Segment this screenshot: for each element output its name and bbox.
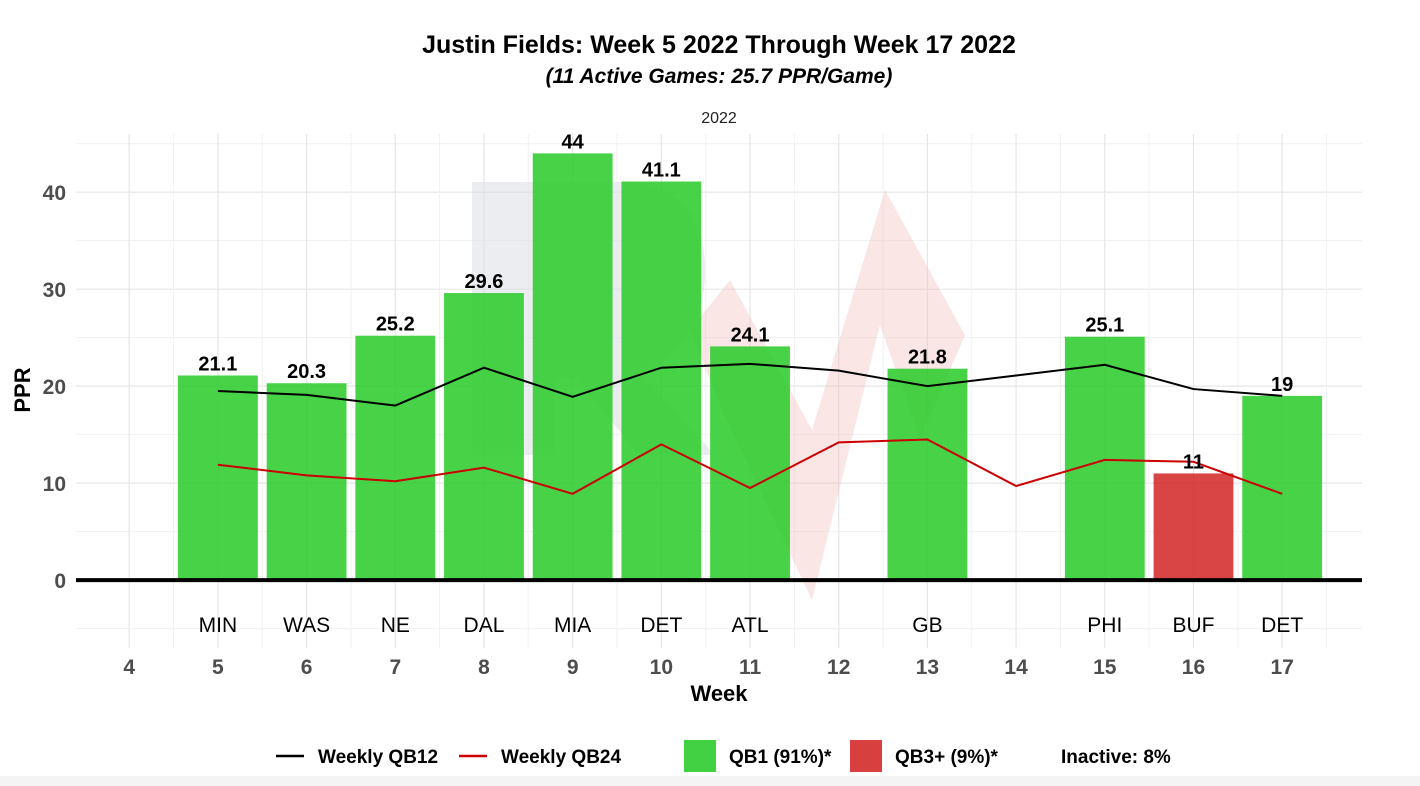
legend: Weekly QB12 Weekly QB24 QB1 (91%)* QB3+ (9%… xyxy=(276,740,1171,772)
opponent-label: ATL xyxy=(732,614,769,637)
x-axis-ticks: 4 5 6 7 8 9 10 11 12 13 14 15 16 17 xyxy=(123,656,1293,679)
legend-item-label: QB3+ (9%)* xyxy=(895,747,999,768)
x-tick-label: 9 xyxy=(567,656,579,679)
x-tick-label: 13 xyxy=(916,656,939,679)
opponent-label: MIA xyxy=(554,614,591,637)
x-tick-label: 15 xyxy=(1093,656,1117,679)
bar-value-label: 21.1 xyxy=(198,353,237,375)
facet-label: 2022 xyxy=(701,110,737,127)
bar-value-label: 24.1 xyxy=(731,324,770,346)
series-line-weekly-qb24 xyxy=(217,438,1283,495)
bar-value-label: 20.3 xyxy=(287,361,326,383)
bar-value-label: 29.6 xyxy=(465,271,504,293)
y-tick-label: 10 xyxy=(43,473,66,496)
legend-item-label: QB1 (91%)* xyxy=(729,747,832,768)
bar-value-label: 44 xyxy=(562,131,585,153)
opponent-label: NE xyxy=(381,614,410,637)
opponent-label: DET xyxy=(640,614,682,637)
opponent-labels: MIN WAS NE DAL MIA DET ATL GB PHI BUF DET xyxy=(199,614,1304,637)
x-tick-label: 12 xyxy=(827,656,850,679)
bar-week-17 xyxy=(1242,395,1323,581)
x-tick-label: 4 xyxy=(123,656,135,679)
bar-week-9 xyxy=(532,153,613,581)
legend-item-label: Inactive: 8% xyxy=(1061,747,1171,768)
bar-value-label: 25.1 xyxy=(1085,315,1124,337)
x-tick-label: 11 xyxy=(739,656,762,679)
opponent-label: MIN xyxy=(199,614,238,637)
bar-value-label: 25.2 xyxy=(376,314,415,336)
y-axis-title: PPR xyxy=(10,367,35,412)
reference-lines xyxy=(217,362,1283,495)
bar-week-11 xyxy=(710,346,790,581)
legend-box-key xyxy=(850,740,882,772)
y-tick-label: 20 xyxy=(43,376,66,399)
x-tick-label: 5 xyxy=(212,656,224,679)
opponent-label: WAS xyxy=(283,614,330,637)
y-tick-label: 40 xyxy=(43,182,66,205)
chart-title: Justin Fields: Week 5 2022 Through Week … xyxy=(422,31,1016,59)
y-tick-label: 0 xyxy=(54,570,66,593)
bar-value-label: 21.8 xyxy=(908,347,947,369)
x-axis-title: Week xyxy=(690,681,748,706)
legend-box-key xyxy=(684,740,716,772)
x-tick-label: 10 xyxy=(650,656,673,679)
bar-week-13 xyxy=(887,368,968,581)
y-axis-ticks: 0 10 20 30 40 xyxy=(43,182,66,593)
x-tick-label: 17 xyxy=(1270,656,1293,679)
x-tick-label: 14 xyxy=(1004,656,1028,679)
legend-item-label: Weekly QB24 xyxy=(501,747,621,768)
opponent-label: DAL xyxy=(464,614,505,637)
chart-subtitle: (11 Active Games: 25.7 PPR/Game) xyxy=(546,65,893,88)
bar-value-label: 11 xyxy=(1183,451,1204,473)
bar-value-label: 41.1 xyxy=(642,160,681,182)
x-tick-label: 8 xyxy=(478,656,490,679)
footer-band xyxy=(0,776,1420,786)
opponent-label: BUF xyxy=(1172,614,1214,637)
bar-week-15 xyxy=(1064,336,1145,581)
x-tick-label: 7 xyxy=(389,656,401,679)
bar-week-5 xyxy=(177,375,258,581)
opponent-label: DET xyxy=(1261,614,1303,637)
bar-week-6 xyxy=(266,383,347,581)
bar-week-10 xyxy=(621,181,702,581)
bars xyxy=(177,153,1323,581)
series-line-weekly-qb12 xyxy=(217,362,1283,407)
x-tick-label: 6 xyxy=(301,656,313,679)
opponent-label: PHI xyxy=(1087,614,1122,637)
x-tick-label: 16 xyxy=(1182,656,1205,679)
bar-week-7 xyxy=(355,335,436,581)
bar-week-16 xyxy=(1153,473,1234,581)
opponent-label: GB xyxy=(912,614,942,637)
legend-item-label: Weekly QB12 xyxy=(318,747,438,768)
bar-value-labels: 21.1 20.3 25.2 29.6 44 41.1 24.1 21.8 25.1 11 19 xyxy=(198,131,1293,473)
bar-week-8 xyxy=(444,293,524,581)
bar-value-label: 19 xyxy=(1271,374,1293,396)
y-tick-label: 30 xyxy=(43,279,66,302)
